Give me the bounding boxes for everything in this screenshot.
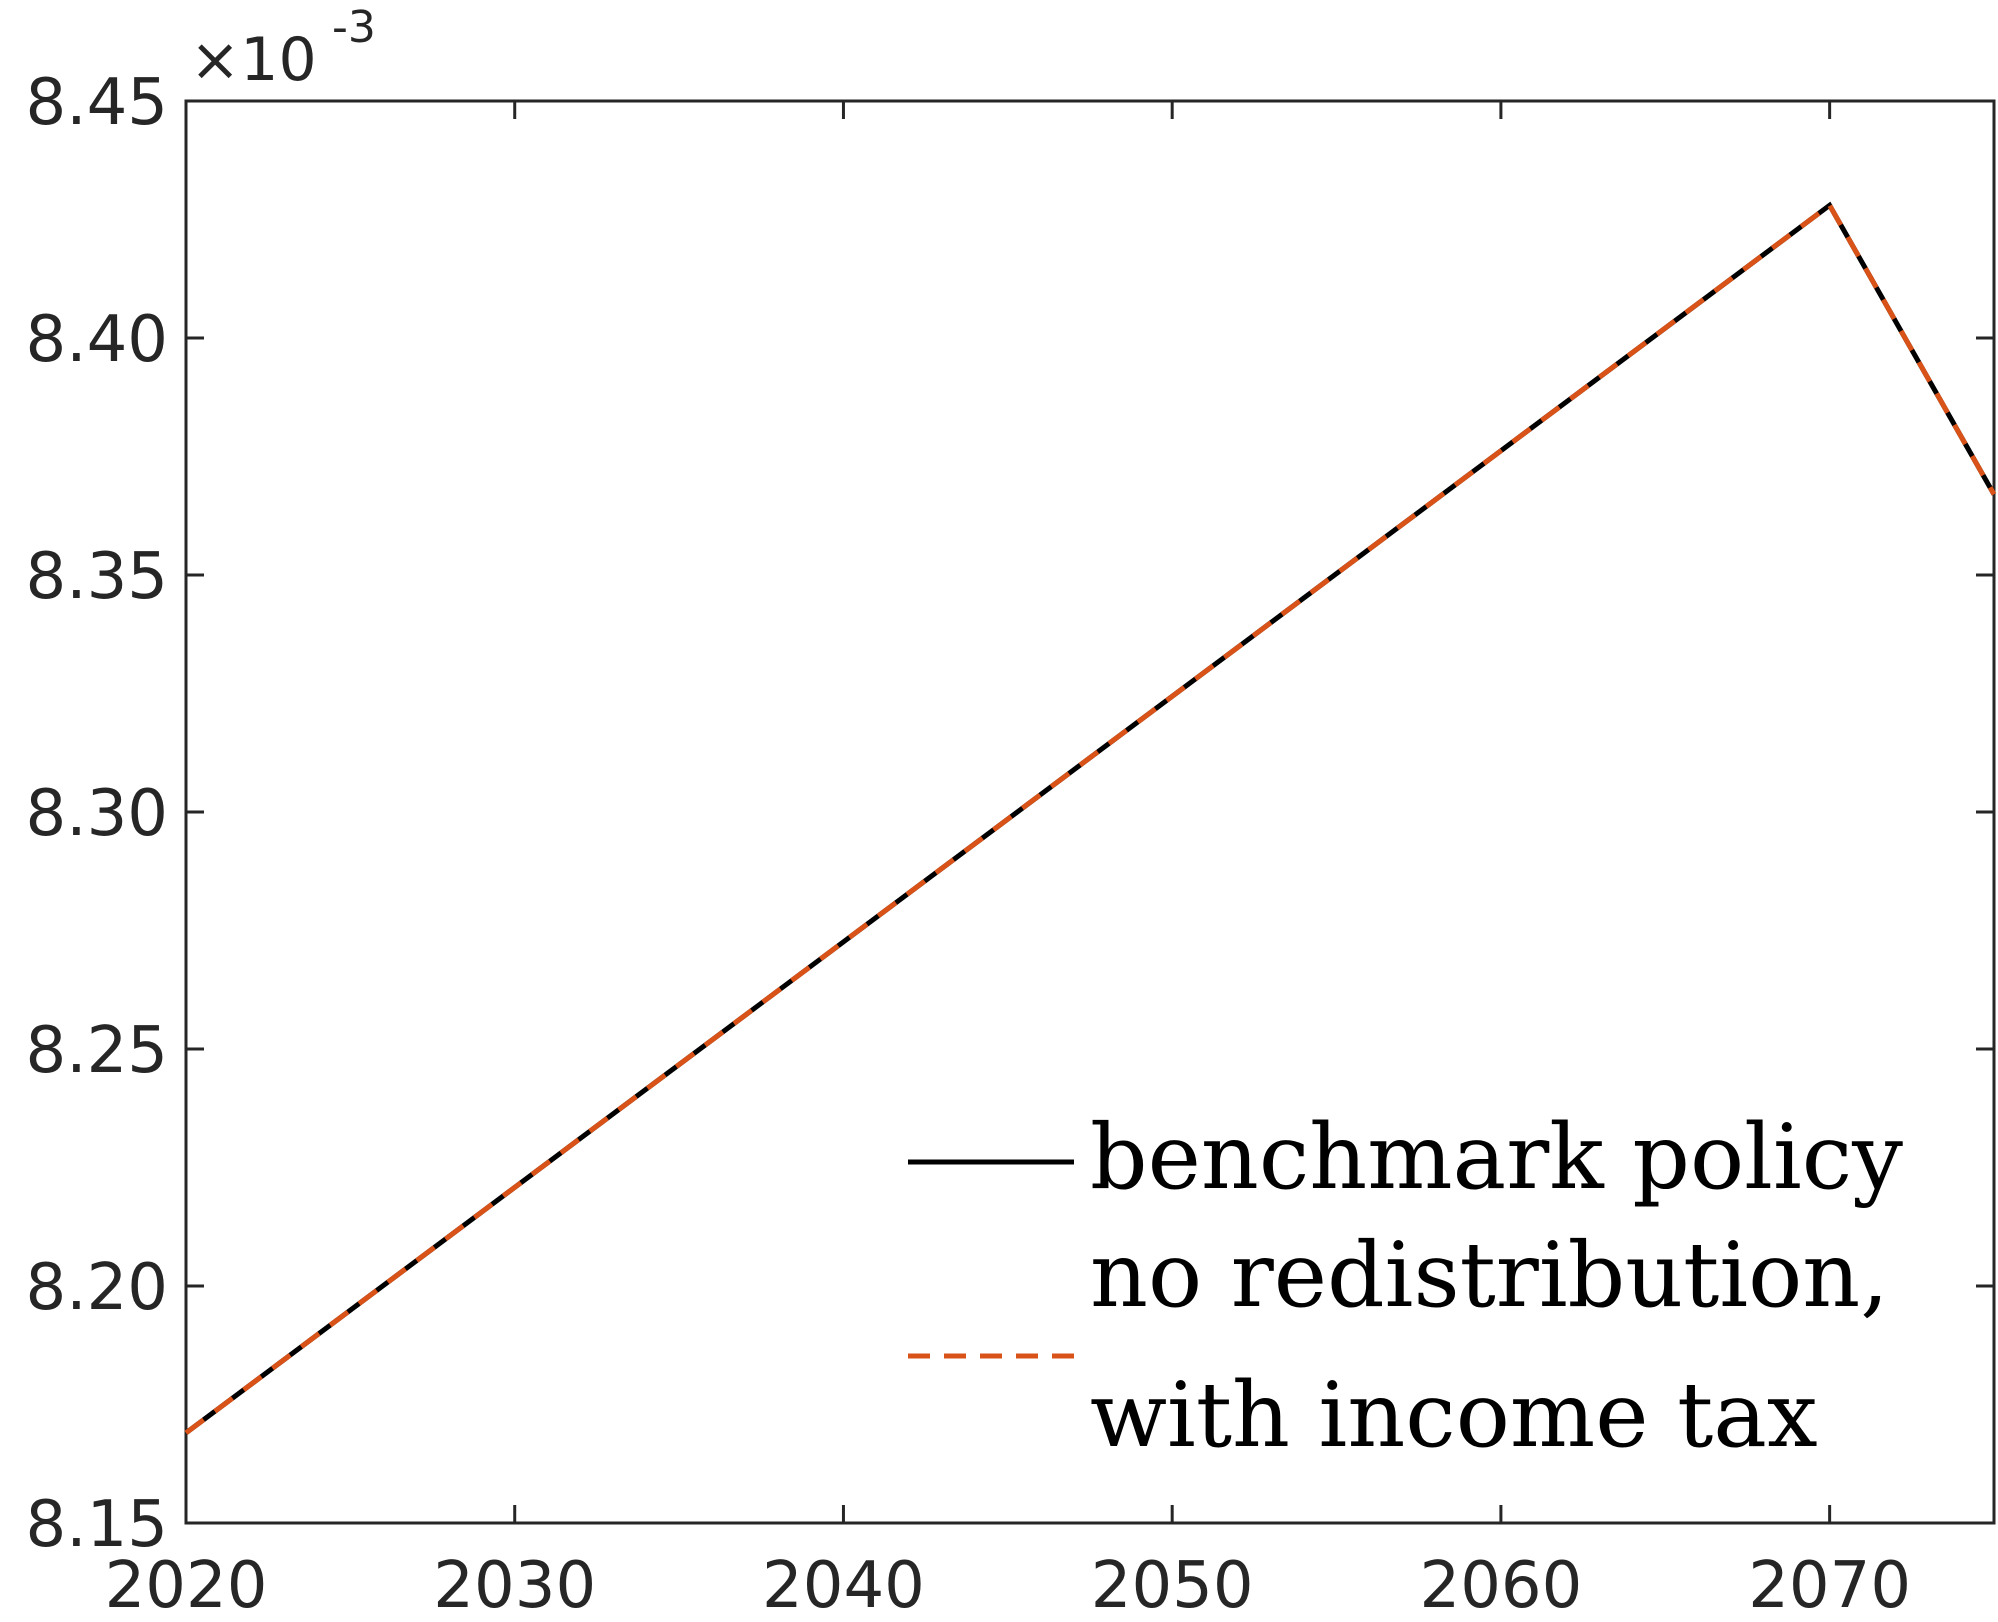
y-tick-label: 8.30 (26, 777, 169, 851)
legend-label: with income tax (1090, 1363, 1818, 1468)
series-line-no-redistribution (184, 201, 1997, 1435)
x-tick-label: 2060 (1419, 1549, 1582, 1622)
legend: benchmark policy no redistribution, with i… (908, 1105, 1903, 1468)
y-exponent-power: -3 (332, 2, 376, 53)
y-exponent-base: ×10 (190, 25, 317, 95)
axes-layer: 2020 2030 2040 2050 2060 2070 8.15 8.20 8.25 8.30… (26, 2, 1996, 1622)
x-tick-label: 2030 (433, 1549, 596, 1622)
y-exponent-label: ×10 (190, 25, 317, 95)
series-layer (184, 201, 1997, 1435)
y-tick-label: 8.15 (26, 1488, 169, 1562)
x-tick-label: 2050 (1091, 1549, 1254, 1622)
y-tick-label: 8.40 (26, 303, 169, 377)
legend-label: benchmark policy (1090, 1105, 1903, 1210)
legend-label: no redistribution, (1090, 1223, 1889, 1328)
y-tick-label: 8.45 (26, 66, 169, 140)
y-tick-label: 8.25 (26, 1014, 169, 1088)
x-tick-label: 2040 (762, 1549, 925, 1622)
x-tick-label: 2070 (1748, 1549, 1911, 1622)
y-tick-label: 8.35 (26, 540, 169, 614)
x-tick-label: 2020 (105, 1549, 268, 1622)
y-tick-label: 8.20 (26, 1251, 169, 1325)
